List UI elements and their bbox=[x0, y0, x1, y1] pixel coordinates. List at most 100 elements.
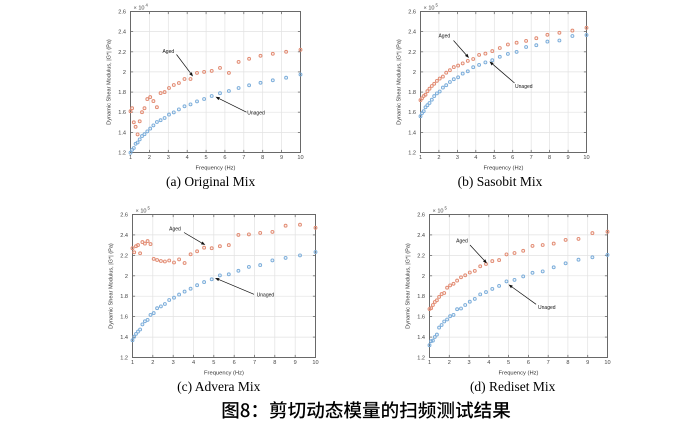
svg-text:5: 5 bbox=[212, 360, 215, 366]
svg-text:2: 2 bbox=[123, 70, 126, 76]
svg-text:2.4: 2.4 bbox=[118, 30, 126, 36]
svg-text:2.2: 2.2 bbox=[408, 50, 416, 56]
svg-text:Dynamic Shear Modulus, |G*| (P: Dynamic Shear Modulus, |G*| (Pa) bbox=[397, 39, 403, 125]
svg-text:6: 6 bbox=[233, 360, 236, 366]
svg-text:1.2: 1.2 bbox=[120, 356, 128, 362]
svg-text:6: 6 bbox=[223, 155, 226, 161]
svg-text:× 10: × 10 bbox=[424, 6, 435, 12]
svg-text:2: 2 bbox=[148, 155, 151, 161]
svg-text:6: 6 bbox=[511, 155, 514, 161]
svg-text:9: 9 bbox=[567, 155, 570, 161]
svg-text:2.2: 2.2 bbox=[417, 253, 425, 259]
svg-text:9: 9 bbox=[280, 155, 283, 161]
svg-text:Aged: Aged bbox=[162, 49, 174, 55]
svg-text:Frequency (Hz): Frequency (Hz) bbox=[484, 166, 524, 172]
svg-text:1.4: 1.4 bbox=[408, 130, 416, 136]
svg-text:2.6: 2.6 bbox=[417, 213, 425, 219]
svg-text:Dynamic Shear Modulus, |G*| (P: Dynamic Shear Modulus, |G*| (Pa) bbox=[107, 39, 113, 125]
svg-text:5: 5 bbox=[436, 3, 439, 8]
svg-text:1: 1 bbox=[419, 155, 422, 161]
svg-text:Frequency (Hz): Frequency (Hz) bbox=[499, 371, 539, 377]
svg-text:5: 5 bbox=[205, 155, 208, 161]
svg-text:4: 4 bbox=[192, 360, 195, 366]
svg-text:1.8: 1.8 bbox=[408, 90, 416, 96]
svg-text:2: 2 bbox=[437, 155, 440, 161]
svg-text:Aged: Aged bbox=[438, 33, 450, 39]
svg-text:4: 4 bbox=[487, 360, 490, 366]
svg-text:1.4: 1.4 bbox=[118, 130, 126, 136]
svg-text:2: 2 bbox=[125, 274, 128, 280]
svg-text:2: 2 bbox=[448, 360, 451, 366]
svg-text:3: 3 bbox=[468, 360, 471, 366]
svg-text:2: 2 bbox=[151, 360, 154, 366]
svg-text:2.2: 2.2 bbox=[120, 253, 128, 259]
svg-text:1: 1 bbox=[129, 155, 132, 161]
svg-text:2: 2 bbox=[422, 274, 425, 280]
svg-text:2.6: 2.6 bbox=[408, 10, 416, 16]
svg-text:3: 3 bbox=[456, 155, 459, 161]
svg-text:1.8: 1.8 bbox=[120, 294, 128, 300]
svg-text:Frequency (Hz): Frequency (Hz) bbox=[204, 371, 244, 377]
svg-text:1.2: 1.2 bbox=[118, 151, 126, 157]
svg-text:4: 4 bbox=[474, 155, 477, 161]
svg-text:Aged: Aged bbox=[456, 239, 468, 245]
svg-text:× 10: × 10 bbox=[433, 209, 444, 215]
svg-text:5: 5 bbox=[148, 206, 151, 211]
svg-text:× 10: × 10 bbox=[134, 6, 145, 12]
svg-text:1.8: 1.8 bbox=[417, 294, 425, 300]
svg-text:1.8: 1.8 bbox=[118, 90, 126, 96]
svg-text:1: 1 bbox=[428, 360, 431, 366]
svg-text:Unaged: Unaged bbox=[257, 293, 275, 299]
svg-text:8: 8 bbox=[273, 360, 276, 366]
svg-text:9: 9 bbox=[586, 360, 589, 366]
svg-text:2.6: 2.6 bbox=[120, 213, 128, 219]
svg-text:7: 7 bbox=[547, 360, 550, 366]
svg-text:7: 7 bbox=[253, 360, 256, 366]
svg-text:(a) Original Mix: (a) Original Mix bbox=[166, 174, 255, 189]
svg-text:1.4: 1.4 bbox=[417, 335, 425, 341]
svg-text:8: 8 bbox=[548, 155, 551, 161]
svg-text:10: 10 bbox=[312, 360, 318, 366]
svg-text:(c) Advera Mix: (c) Advera Mix bbox=[177, 379, 260, 394]
svg-text:(d) Rediset Mix: (d) Rediset Mix bbox=[470, 379, 556, 394]
svg-text:2: 2 bbox=[413, 70, 416, 76]
svg-text:2.4: 2.4 bbox=[408, 30, 416, 36]
svg-text:(b) Sasobit Mix: (b) Sasobit Mix bbox=[458, 174, 543, 189]
svg-text:4: 4 bbox=[186, 155, 189, 161]
svg-text:2.4: 2.4 bbox=[120, 233, 128, 239]
svg-text:7: 7 bbox=[242, 155, 245, 161]
svg-text:Unaged: Unaged bbox=[247, 110, 265, 116]
svg-text:2.4: 2.4 bbox=[417, 233, 425, 239]
svg-text:1.4: 1.4 bbox=[120, 335, 128, 341]
svg-text:× 10: × 10 bbox=[136, 209, 147, 215]
svg-text:7: 7 bbox=[530, 155, 533, 161]
svg-text:Frequency (Hz): Frequency (Hz) bbox=[196, 166, 236, 172]
svg-text:1.6: 1.6 bbox=[408, 110, 416, 116]
svg-text:5: 5 bbox=[445, 206, 448, 211]
svg-text:3: 3 bbox=[167, 155, 170, 161]
svg-text:1.6: 1.6 bbox=[417, 315, 425, 321]
svg-text:9: 9 bbox=[294, 360, 297, 366]
svg-text:10: 10 bbox=[604, 360, 610, 366]
svg-text:5: 5 bbox=[507, 360, 510, 366]
svg-text:8: 8 bbox=[566, 360, 569, 366]
svg-text:Unaged: Unaged bbox=[515, 84, 533, 90]
svg-text:3: 3 bbox=[172, 360, 175, 366]
svg-text:10: 10 bbox=[297, 155, 303, 161]
svg-text:1.6: 1.6 bbox=[118, 110, 126, 116]
svg-text:1.2: 1.2 bbox=[417, 356, 425, 362]
svg-text:Unaged: Unaged bbox=[538, 305, 556, 311]
svg-text:Dynamic Shear Modulus, |G*| (P: Dynamic Shear Modulus, |G*| (Pa) bbox=[109, 243, 115, 329]
svg-text:1: 1 bbox=[131, 360, 134, 366]
svg-text:4: 4 bbox=[146, 3, 149, 8]
svg-text:8: 8 bbox=[261, 155, 264, 161]
svg-text:1.2: 1.2 bbox=[408, 151, 416, 157]
svg-text:2.2: 2.2 bbox=[118, 50, 126, 56]
svg-text:Aged: Aged bbox=[169, 226, 181, 232]
svg-text:1.6: 1.6 bbox=[120, 315, 128, 321]
svg-text:6: 6 bbox=[527, 360, 530, 366]
svg-text:Dynamic Shear Modulus, |G*| (P: Dynamic Shear Modulus, |G*| (Pa) bbox=[406, 243, 412, 329]
svg-text:10: 10 bbox=[583, 155, 589, 161]
svg-text:2.6: 2.6 bbox=[118, 10, 126, 16]
svg-text:5: 5 bbox=[493, 155, 496, 161]
